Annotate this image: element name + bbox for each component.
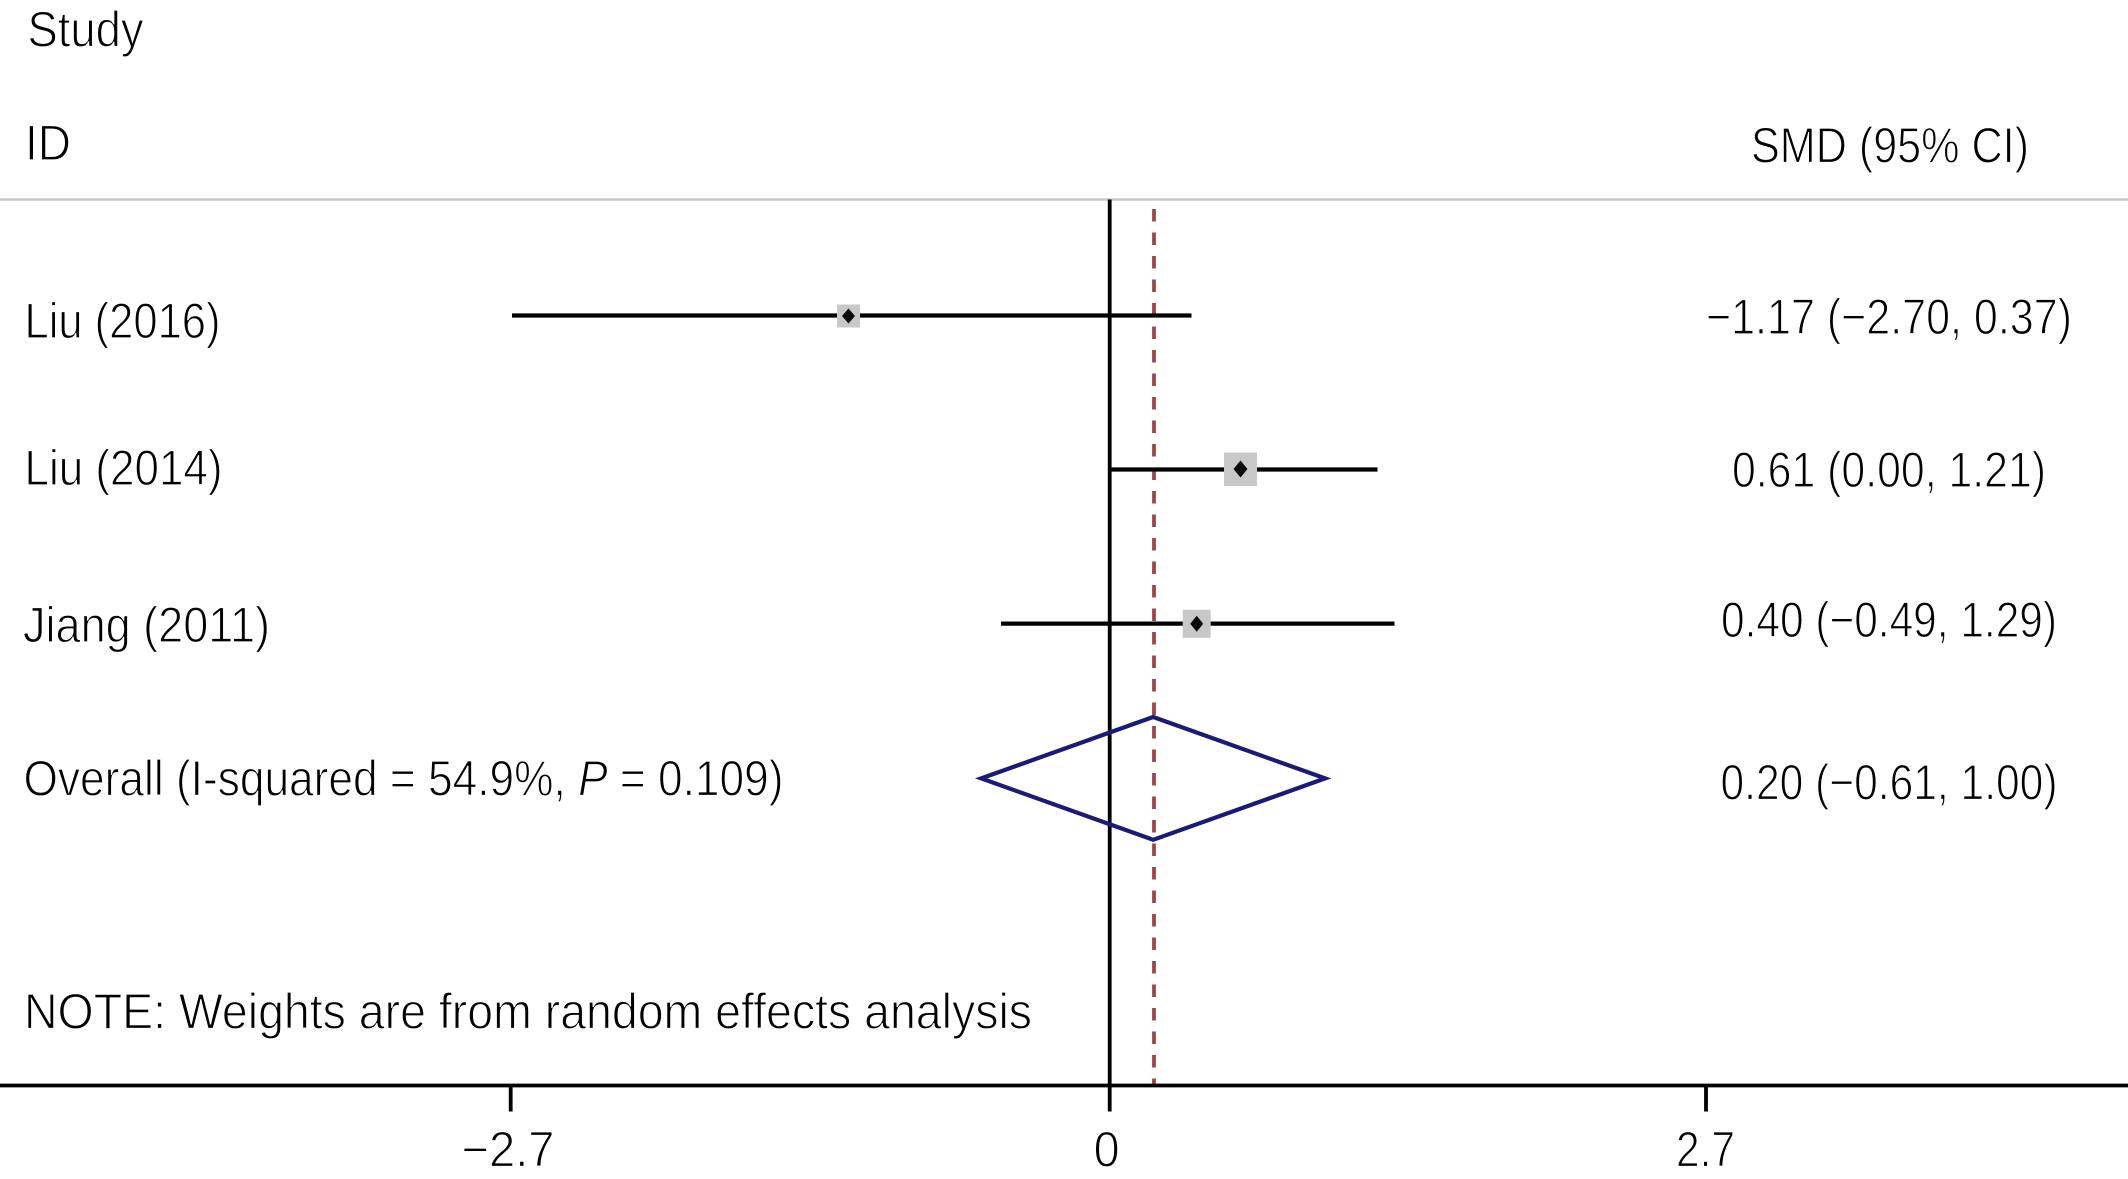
svg-text:2.7: 2.7 <box>1676 1122 1735 1178</box>
svg-text:0.40 (−0.49, 1.29): 0.40 (−0.49, 1.29) <box>1721 591 2057 648</box>
svg-text:Liu (2016): Liu (2016) <box>25 292 221 349</box>
svg-text:Overall (I-squared = 54.9%, P: Overall (I-squared = 54.9%, P = 0.109) <box>24 750 784 807</box>
svg-text:−1.17 (−2.70, 0.37): −1.17 (−2.70, 0.37) <box>1706 288 2072 345</box>
svg-text:ID: ID <box>25 114 71 171</box>
svg-text:NOTE: Weights are from random: NOTE: Weights are from random effects an… <box>24 984 1032 1040</box>
svg-text:Liu (2014): Liu (2014) <box>25 439 223 496</box>
svg-text:Study: Study <box>28 1 145 58</box>
svg-text:0.20 (−0.61, 1.00): 0.20 (−0.61, 1.00) <box>1721 754 2058 811</box>
svg-text:0: 0 <box>1094 1122 1120 1178</box>
svg-text:−2.7: −2.7 <box>462 1122 555 1178</box>
svg-text:Jiang (2011): Jiang (2011) <box>23 596 270 653</box>
svg-text:0.61 (0.00, 1.21): 0.61 (0.00, 1.21) <box>1732 441 2046 498</box>
svg-text:SMD (95% CI): SMD (95% CI) <box>1751 117 2029 174</box>
